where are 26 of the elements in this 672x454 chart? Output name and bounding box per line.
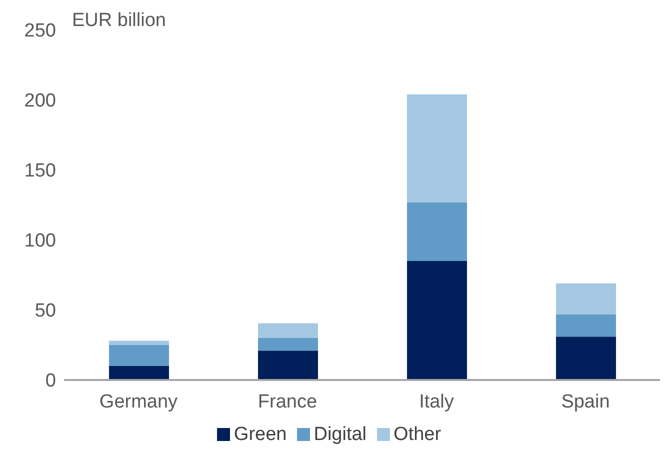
bar xyxy=(556,283,616,314)
y-tick-label: 250 xyxy=(24,20,56,42)
x-tick-label: Italy xyxy=(419,391,454,412)
bar xyxy=(407,94,467,202)
legend-label: Green xyxy=(234,424,287,445)
x-tick-label: Germany xyxy=(99,391,178,412)
y-tick-label: 150 xyxy=(24,160,56,182)
y-tick-label: 100 xyxy=(24,230,56,252)
x-tick-label: France xyxy=(258,391,318,412)
y-axis-title: EUR billion xyxy=(72,10,166,32)
y-tick-label: 200 xyxy=(24,90,56,112)
x-tick-label: Spain xyxy=(561,391,610,412)
legend-label: Other xyxy=(394,424,442,445)
bar xyxy=(556,336,616,380)
bar xyxy=(258,323,318,338)
bar xyxy=(407,202,467,261)
bar xyxy=(109,366,169,380)
bar xyxy=(407,261,467,380)
bar xyxy=(109,340,169,345)
bar xyxy=(556,314,616,337)
y-tick-label: 50 xyxy=(34,300,56,322)
bar xyxy=(258,338,318,351)
legend-label: Digital xyxy=(314,424,367,445)
bar xyxy=(109,345,169,366)
bar xyxy=(258,350,318,380)
y-tick-label: 0 xyxy=(45,370,56,392)
